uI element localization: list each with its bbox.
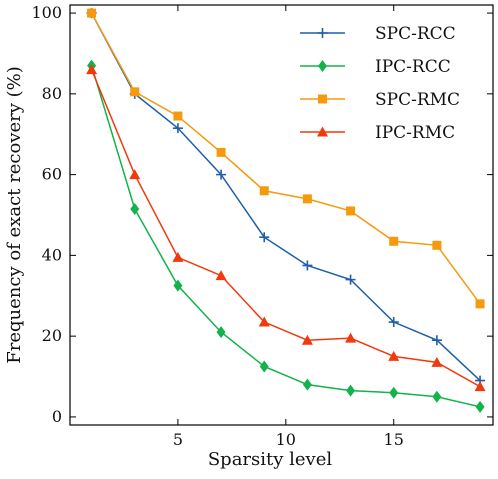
axis-ticks: 5 10 15 0 20 40 60 80 100	[31, 3, 493, 449]
data-point-ipc-rmc	[258, 316, 270, 327]
legend-label: IPC-RMC	[375, 123, 455, 143]
data-point-spc-rmc	[432, 240, 442, 250]
legend-swatch-marker	[318, 94, 327, 104]
data-point-ipc-rcc	[173, 279, 183, 292]
data-point-spc-rmc	[389, 236, 399, 246]
data-point-spc-rmc	[259, 186, 269, 196]
data-point-ipc-rmc	[388, 350, 400, 361]
series-ipc-rmc	[86, 64, 486, 392]
y-axis-label: Frequency of exact recovery (%)	[4, 66, 25, 364]
legend-item-ipc-rmc: IPC-RMC	[300, 123, 455, 143]
data-point-ipc-rcc	[216, 326, 226, 339]
data-point-spc-rmc	[475, 299, 485, 309]
data-point-ipc-rmc	[172, 251, 184, 262]
data-point-spc-rcc	[345, 274, 356, 285]
data-point-ipc-rcc	[475, 400, 485, 413]
data-point-ipc-rcc	[302, 378, 312, 391]
series-ipc-rcc	[87, 59, 485, 413]
y-tick-label: 100	[31, 3, 62, 22]
data-point-ipc-rmc	[474, 381, 486, 392]
data-point-ipc-rcc	[259, 360, 269, 373]
x-axis-label: Sparsity level	[208, 449, 333, 470]
data-point-ipc-rmc	[345, 332, 357, 343]
data-point-ipc-rmc	[431, 356, 443, 367]
x-tick-label: 15	[384, 430, 404, 449]
legend: SPC-RCC IPC-RCC SPC-RMC IPC-RMC	[300, 24, 460, 143]
data-point-spc-rcc	[388, 317, 399, 328]
data-point-spc-rcc	[216, 169, 227, 180]
plot-area-frame	[69, 4, 494, 426]
legend-item-spc-rmc: SPC-RMC	[300, 90, 460, 110]
data-point-spc-rmc	[130, 87, 140, 97]
legend-item-spc-rcc: SPC-RCC	[300, 24, 456, 44]
data-point-ipc-rcc	[432, 390, 442, 403]
series-line-spc-rcc	[90, 12, 481, 382]
y-tick-label: 0	[52, 407, 62, 426]
x-tick-label: 5	[173, 430, 183, 449]
data-point-ipc-rmc	[86, 64, 98, 75]
data-point-spc-rmc	[302, 194, 312, 204]
legend-swatch-marker	[317, 28, 328, 38]
series-line-ipc-rcc	[90, 65, 481, 408]
legend-swatch-marker	[318, 60, 327, 72]
series-spc-rcc	[86, 8, 486, 386]
data-point-spc-rmc	[173, 111, 183, 121]
series-group	[86, 8, 486, 413]
data-point-spc-rcc	[259, 232, 270, 243]
series-line-ipc-rmc	[90, 69, 481, 388]
data-point-ipc-rmc	[129, 169, 141, 180]
data-point-ipc-rcc	[389, 386, 399, 399]
y-tick-label: 80	[42, 84, 62, 103]
y-tick-label: 60	[42, 165, 62, 184]
data-point-ipc-rmc	[215, 270, 227, 281]
data-point-spc-rmc	[87, 8, 97, 18]
legend-item-ipc-rcc: IPC-RCC	[300, 57, 451, 77]
x-tick-label: 10	[276, 430, 296, 449]
data-point-ipc-rcc	[346, 384, 356, 397]
legend-label: IPC-RCC	[375, 57, 451, 77]
data-point-spc-rmc	[346, 206, 356, 216]
data-point-ipc-rcc	[130, 202, 140, 215]
data-point-spc-rcc	[172, 123, 183, 134]
legend-swatch-marker	[317, 126, 328, 137]
data-point-spc-rcc	[302, 260, 313, 271]
data-point-spc-rmc	[216, 147, 226, 157]
y-tick-label: 20	[42, 326, 62, 345]
y-tick-label: 40	[42, 245, 62, 264]
series-spc-rmc	[87, 8, 485, 309]
data-point-spc-rcc	[431, 335, 442, 346]
data-point-ipc-rmc	[301, 334, 313, 345]
legend-label: SPC-RMC	[375, 90, 460, 110]
legend-label: SPC-RCC	[375, 24, 456, 44]
series-line-spc-rmc	[90, 12, 481, 305]
